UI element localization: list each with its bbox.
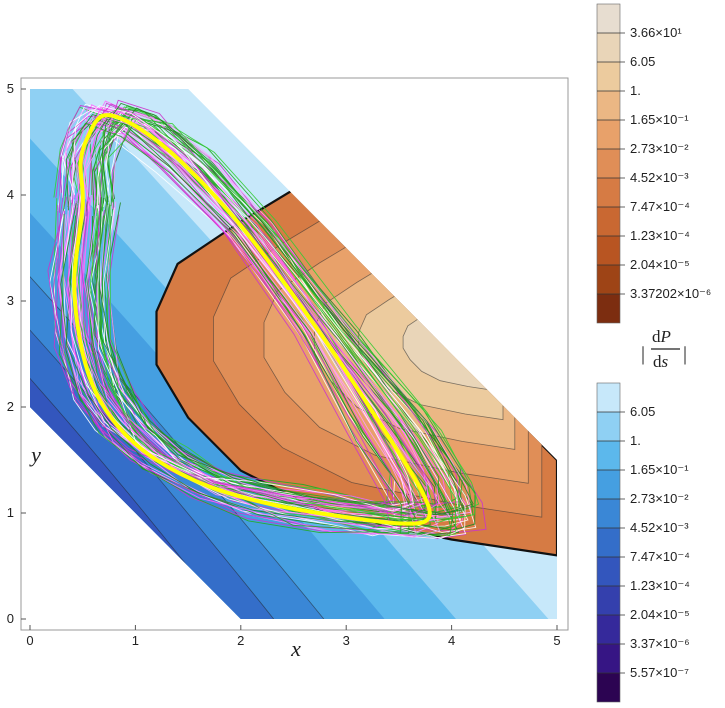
- legend-label: 2.73×10⁻²: [630, 141, 689, 156]
- x-tick-label: 0: [26, 633, 33, 648]
- legend-label: 4.52×10⁻³: [630, 520, 689, 535]
- limit-cycle-curve: [72, 113, 432, 526]
- trajectory-path: [101, 108, 475, 516]
- legend-swatch: [597, 528, 620, 557]
- legend-swatch: [597, 91, 620, 120]
- legend-swatch: [597, 412, 620, 441]
- legend-swatch: [597, 294, 620, 323]
- legend-title-bar-right: |: [683, 343, 687, 365]
- legend-label: 3.66×10¹: [630, 25, 682, 40]
- legend-label: 2.04×10⁻⁵: [630, 607, 690, 622]
- legend-swatch: [597, 470, 620, 499]
- legend-label: 1.65×10⁻¹: [630, 462, 689, 477]
- legend-title-bar-left: |: [641, 343, 645, 365]
- trajectory-path: [65, 118, 410, 534]
- legend-swatch: [597, 265, 620, 294]
- trajectory-path: [94, 106, 454, 508]
- x-axis-ticks: 0 1 2 3 4 5: [26, 625, 561, 648]
- legend-swatch: [597, 149, 620, 178]
- legend-swatch: [597, 207, 620, 236]
- plot-frame: [20, 77, 569, 631]
- x-tick-label: 1: [132, 633, 139, 648]
- legend-swatch: [597, 236, 620, 265]
- legend-swatch: [597, 383, 620, 412]
- x-tick-label: 3: [343, 633, 350, 648]
- trajectory-path: [73, 106, 430, 510]
- trajectory-path: [80, 103, 438, 517]
- legend-swatch: [597, 673, 620, 702]
- legend-swatch: [597, 644, 620, 673]
- legend-negative: 6.05 1. 1.65×10⁻¹ 2.73×10⁻² 4.52×10⁻³ 7.47×10…: [596, 382, 690, 703]
- legend-label: 3.37×10⁻⁶: [630, 636, 690, 651]
- legend-swatch: [597, 120, 620, 149]
- legend-swatch: [597, 499, 620, 528]
- legend-label: 6.05: [630, 54, 655, 69]
- legend-swatch: [597, 615, 620, 644]
- y-tick-label: 0: [7, 611, 14, 626]
- contour-line: [30, 263, 310, 619]
- legend-label: 1.23×10⁻⁴: [630, 578, 690, 593]
- legend-label: 2.73×10⁻²: [630, 491, 689, 506]
- contour-line: [30, 454, 120, 619]
- trajectory-path: [58, 122, 402, 534]
- legend-label: 5.57×10⁻⁷: [630, 665, 689, 680]
- x-tick-label: 4: [448, 633, 455, 648]
- legend-swatch: [597, 178, 620, 207]
- legend-swatch: [597, 62, 620, 91]
- x-tick-label: 2: [237, 633, 244, 648]
- contour-line: [263, 241, 529, 484]
- y-tick-label: 5: [7, 81, 14, 96]
- trajectory-path: [61, 109, 408, 507]
- contour-line: [30, 215, 358, 619]
- legend-title-numerator: dP: [652, 327, 671, 346]
- x-axis-title: x: [290, 636, 301, 661]
- legend-frame: [596, 3, 621, 324]
- legend-label: 1.65×10⁻¹: [630, 112, 689, 127]
- legend-swatch: [597, 33, 620, 62]
- legend-swatch: [597, 586, 620, 615]
- y-tick-label: 1: [7, 505, 14, 520]
- legend-swatch: [597, 557, 620, 586]
- trajectory-path: [58, 107, 415, 512]
- contour-line: [30, 162, 410, 619]
- legend-swatch: [597, 4, 620, 33]
- trajectory-path: [106, 112, 472, 518]
- legend-label: 2.04×10⁻⁵: [630, 257, 690, 272]
- legend-title-denominator: ds: [653, 352, 669, 371]
- legend-label: 1.: [630, 433, 641, 448]
- legend-label: 7.47×10⁻⁴: [630, 549, 690, 564]
- legend-label: 4.52×10⁻³: [630, 170, 689, 185]
- legend-label: 6.05: [630, 404, 655, 419]
- legend-swatch: [597, 441, 620, 470]
- legend-title-group: | dP ds |: [641, 327, 687, 371]
- legend-label: 7.47×10⁻⁴: [630, 199, 690, 214]
- legend-frame: [596, 382, 621, 703]
- y-axis-ticks: 0 1 2 3 4 5: [7, 81, 26, 626]
- x-tick-label: 5: [553, 633, 560, 648]
- legend-label: 1.23×10⁻⁴: [630, 228, 690, 243]
- trajectory-path: [108, 118, 477, 520]
- y-tick-label: 2: [7, 399, 14, 414]
- y-tick-label: 3: [7, 293, 14, 308]
- y-axis-title: y: [29, 442, 41, 467]
- trajectory-path: [97, 117, 466, 539]
- legend-label: 1.: [630, 83, 641, 98]
- y-tick-label: 4: [7, 187, 14, 202]
- trajectory-path: [67, 116, 426, 528]
- legend-label: 3.37202×10⁻⁶: [630, 286, 711, 301]
- negative-band: [30, 454, 120, 619]
- legend-positive: 3.66×10¹ 6.05 1. 1.65×10⁻¹ 2.73×10⁻² 4.52×10⁻…: [596, 3, 711, 324]
- trajectory-path: [98, 102, 464, 515]
